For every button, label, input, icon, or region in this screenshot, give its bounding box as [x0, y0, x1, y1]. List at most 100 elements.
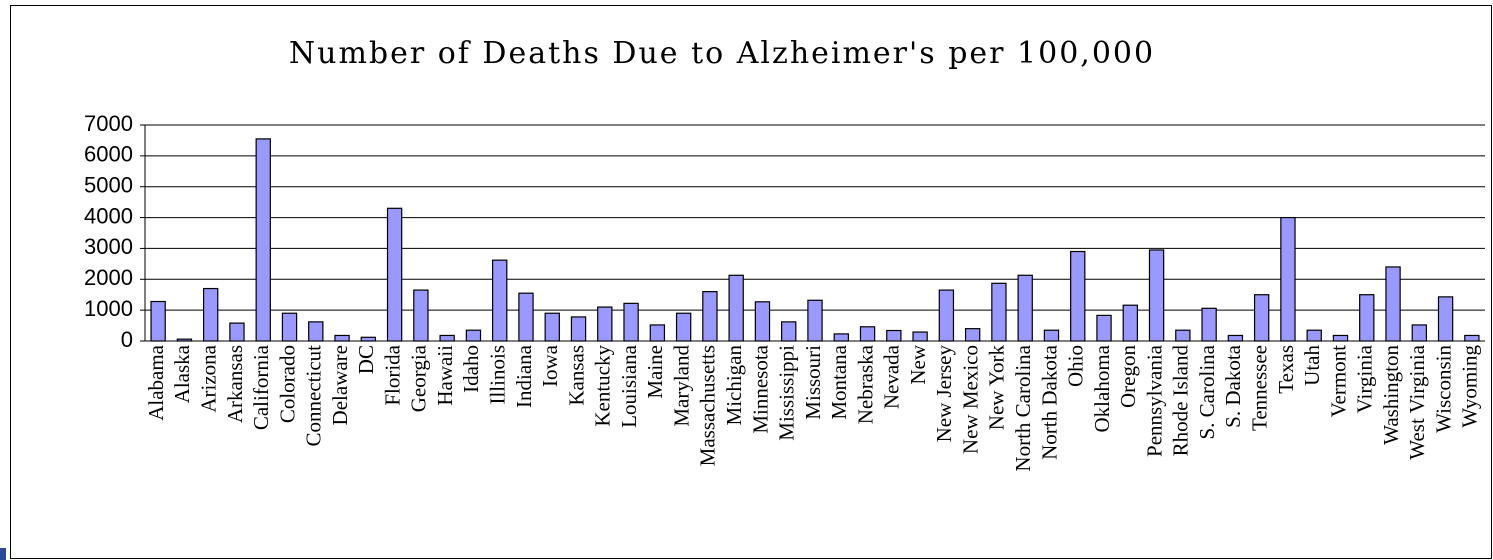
y-tick-label: 1000 [84, 296, 133, 321]
bar [1122, 304, 1138, 342]
bar [1332, 334, 1349, 342]
x-tick-label: Montana [827, 344, 851, 419]
bar [1253, 294, 1270, 342]
bar [1175, 329, 1191, 342]
bar [439, 334, 455, 342]
bar [255, 138, 271, 342]
x-tick-label: Connecticut [302, 345, 326, 447]
x-tick-label: Georgia [407, 344, 431, 412]
x-tick-label: Louisiana [617, 344, 641, 427]
x-tick-label: New York [985, 345, 1009, 431]
x-tick-label: Wisconsin [1431, 345, 1455, 433]
bar [1070, 250, 1086, 342]
x-tick-label: Texas [1274, 345, 1298, 394]
x-tick-label: New Mexico [958, 345, 982, 454]
bar [229, 322, 245, 342]
bar [386, 207, 403, 342]
x-tick-label: Alaska [170, 344, 194, 403]
bar [1306, 329, 1322, 342]
x-tick-label: DC [354, 345, 378, 374]
x-tick-label: Vermont [1326, 345, 1350, 417]
x-tick-label: Hawaii [433, 345, 457, 406]
bar [1437, 296, 1454, 342]
x-tick-label: Idaho [459, 345, 483, 393]
chart-frame [10, 5, 1492, 559]
bar [623, 302, 639, 342]
x-tick-label: Kansas [564, 345, 588, 406]
bar [781, 321, 797, 342]
bar [1280, 216, 1296, 342]
bar [1096, 314, 1112, 342]
bar [964, 328, 981, 342]
x-tick-label: Washington [1379, 345, 1403, 445]
x-tick-label: Florida [380, 344, 404, 405]
bar [597, 306, 613, 342]
x-tick-label: S. Dakota [1221, 344, 1245, 428]
bar [912, 331, 928, 342]
bar [859, 326, 876, 342]
x-tick-label: Indiana [512, 344, 536, 408]
x-tick-label: Alabama [144, 344, 168, 420]
bar [570, 316, 587, 342]
x-tick-label: Minnesota [748, 344, 772, 433]
x-tick-label: Kentucky [591, 345, 615, 427]
x-tick-label: Nebraska [853, 344, 877, 424]
bar [649, 324, 666, 342]
bar [833, 333, 849, 342]
bar [465, 329, 482, 342]
bar [360, 336, 377, 342]
x-tick-label: Maine [643, 345, 667, 399]
x-tick-label: West Virginia [1405, 344, 1429, 459]
x-tick-label: Missouri [801, 345, 825, 420]
x-tick-label: Arkansas [223, 345, 247, 423]
bar [202, 287, 219, 342]
bar [702, 291, 718, 342]
y-tick-label: 4000 [84, 203, 133, 228]
x-tick-label: Delaware [328, 345, 352, 425]
corner-marker [0, 548, 6, 560]
x-tick-label: Maryland [669, 345, 693, 427]
x-tick-label: Oklahoma [1090, 344, 1114, 432]
bar [308, 321, 324, 342]
bar [1411, 324, 1428, 342]
bar [544, 312, 560, 342]
x-tick-label: Colorado [275, 345, 299, 423]
y-tick-label: 2000 [84, 265, 133, 290]
bar [1017, 274, 1033, 342]
bar [334, 334, 350, 342]
x-tick-label: Illinois [486, 345, 510, 405]
bar [1227, 334, 1244, 342]
bar [1464, 334, 1480, 342]
x-tick-label: Rhode Island [1169, 345, 1193, 457]
x-tick-label: Oregon [1116, 345, 1140, 408]
x-tick-label: New [906, 344, 930, 384]
bar [518, 292, 534, 342]
x-tick-label: Mississippi [775, 345, 799, 441]
y-tick-label: 0 [121, 327, 133, 352]
bar [754, 301, 771, 342]
x-tick-label: Ohio [1064, 345, 1088, 387]
bar [1359, 294, 1375, 342]
x-tick-label: Arizona [196, 344, 220, 412]
bar [991, 282, 1007, 342]
bar [728, 274, 744, 342]
bar [938, 289, 955, 342]
bar [675, 312, 692, 342]
x-tick-label: Utah [1300, 345, 1324, 386]
x-tick-label: Iowa [538, 344, 562, 387]
bar [1043, 329, 1060, 342]
bar [1148, 249, 1165, 342]
x-tick-label: Virginia [1353, 344, 1377, 413]
bar [150, 300, 166, 342]
bar [281, 312, 298, 342]
bar [886, 329, 902, 342]
bar [492, 259, 508, 342]
x-tick-label: Tennessee [1247, 345, 1271, 431]
x-tick-label: S. Carolina [1195, 344, 1219, 439]
chart-title: Number of Deaths Due to Alzheimer's per … [289, 36, 1155, 71]
y-tick-label: 5000 [84, 173, 133, 198]
bar [1201, 307, 1217, 342]
y-tick-label: 3000 [84, 234, 133, 259]
x-tick-label: Michigan [722, 345, 746, 426]
